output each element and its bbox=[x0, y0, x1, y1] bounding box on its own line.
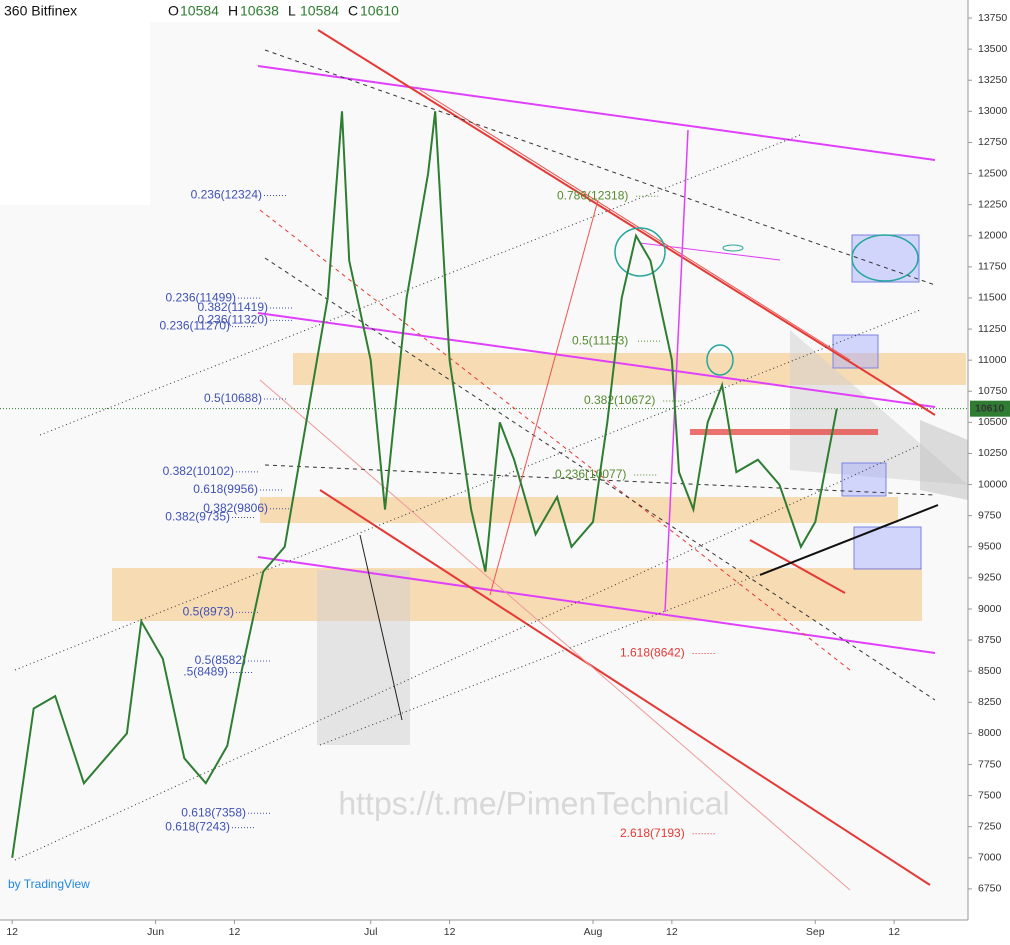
y-tick-label: 8750 bbox=[978, 634, 1002, 646]
fib-label: 0.382(10672) bbox=[584, 393, 655, 407]
fib-label: 0.382(9735) bbox=[165, 510, 230, 524]
y-tick-label: 12750 bbox=[978, 136, 1007, 148]
fib-label: 0.236(10077) bbox=[555, 467, 626, 481]
brand[interactable]: by TradingView bbox=[8, 877, 90, 891]
y-tick-label: 13250 bbox=[978, 74, 1007, 86]
ohlc-value: 10584 bbox=[180, 3, 219, 19]
y-tick-label: 6750 bbox=[978, 883, 1002, 895]
zones bbox=[112, 353, 966, 621]
x-tick-label: Aug bbox=[584, 926, 603, 938]
plot-bg-top bbox=[0, 0, 150, 205]
fib-label: 0.382(10102) bbox=[163, 464, 234, 478]
y-tick-label: 11000 bbox=[978, 354, 1007, 366]
fib-label: 0.236(12324) bbox=[191, 188, 262, 202]
fib-label: 0.618(7358) bbox=[181, 805, 246, 819]
x-tick-label: 12 bbox=[6, 926, 18, 938]
y-tick-label: 10750 bbox=[978, 385, 1007, 397]
y-tick-label: 13750 bbox=[978, 12, 1007, 24]
fib-label: .5(8489) bbox=[183, 665, 228, 679]
ohlc-value: 10610 bbox=[360, 3, 399, 19]
fib-label: 0.618(7243) bbox=[165, 820, 230, 834]
y-tick-label: 13000 bbox=[978, 105, 1007, 117]
x-tick-label: 12 bbox=[888, 926, 900, 938]
y-tick-label: 10000 bbox=[978, 478, 1007, 490]
y-tick-label: 11500 bbox=[978, 292, 1007, 304]
y-tick-label: 12500 bbox=[978, 167, 1007, 179]
fib-label: 0.5(8582) bbox=[195, 653, 246, 667]
fib-label: 0.5(8973) bbox=[183, 605, 234, 619]
last-price-tag bbox=[970, 400, 1010, 417]
price-line bbox=[11, 111, 838, 858]
y-tick-label: 8000 bbox=[978, 727, 1002, 739]
y-tick-label: 7500 bbox=[978, 789, 1002, 801]
shading bbox=[317, 330, 968, 745]
ohlc-key: H bbox=[228, 3, 238, 19]
header: 360 Bitfinex O 10584 H 10638 L 10584 C 10610 bbox=[0, 0, 400, 22]
ohlc-key: C bbox=[348, 3, 358, 19]
x-tick-label: Sep bbox=[806, 926, 825, 938]
y-tick-label: 11250 bbox=[978, 323, 1007, 335]
y-tick-label: 10500 bbox=[978, 416, 1007, 428]
y-tick-label: 9500 bbox=[978, 541, 1002, 553]
fib-label: 0.382(9806) bbox=[203, 501, 268, 515]
ohlc-key: L bbox=[288, 3, 296, 19]
y-tick-label: 10250 bbox=[978, 447, 1007, 459]
y-tick-label: 7000 bbox=[978, 852, 1002, 864]
x-tick-label: 12 bbox=[229, 926, 241, 938]
y-tick-label: 12250 bbox=[978, 198, 1007, 210]
ohlc-value: 10638 bbox=[240, 3, 279, 19]
last-price-label: 10610 bbox=[975, 402, 1004, 414]
y-tick-label: 11750 bbox=[978, 261, 1007, 273]
fib-label: 2.618(7193) bbox=[620, 826, 685, 840]
y-tick-label: 9250 bbox=[978, 572, 1002, 584]
fib-label: 0.618(9956) bbox=[193, 482, 258, 496]
x-tick-label: Jul bbox=[364, 926, 377, 938]
fib-label: 1.618(8642) bbox=[620, 646, 685, 660]
symbol[interactable]: 360 Bitfinex bbox=[4, 3, 77, 19]
fib-label: 0.382(11419) bbox=[198, 300, 269, 314]
y-tick-label: 13500 bbox=[978, 43, 1007, 55]
fib-label: 0.236(11270) bbox=[160, 319, 231, 333]
ohlc-key: O bbox=[168, 3, 179, 19]
x-tick-label: 12 bbox=[444, 926, 456, 938]
fib-label: 0.236(11499) bbox=[166, 290, 237, 304]
y-tick-label: 9750 bbox=[978, 509, 1002, 521]
y-tick-label: 8250 bbox=[978, 696, 1002, 708]
x-tick-label: Jun bbox=[147, 926, 164, 938]
fib-label: 0.236(11320) bbox=[198, 313, 269, 327]
y-tick-label: 7250 bbox=[978, 820, 1002, 832]
boxes bbox=[832, 234, 922, 570]
fib-label: 0.5(11153) bbox=[572, 333, 628, 347]
y-tick-label: 7750 bbox=[978, 758, 1002, 770]
ohlc-value: 10584 bbox=[300, 3, 339, 19]
y-tick-label: 9000 bbox=[978, 603, 1002, 615]
y-tick-label: 12000 bbox=[978, 230, 1007, 242]
watermark: https://t.me/PimenTechnical bbox=[338, 785, 729, 821]
fib-label: 0.786(12318) bbox=[557, 188, 628, 202]
x-tick-label: 12 bbox=[666, 926, 678, 938]
fib-label: 0.5(10688) bbox=[204, 391, 262, 405]
y-tick-label: 8500 bbox=[978, 665, 1002, 677]
